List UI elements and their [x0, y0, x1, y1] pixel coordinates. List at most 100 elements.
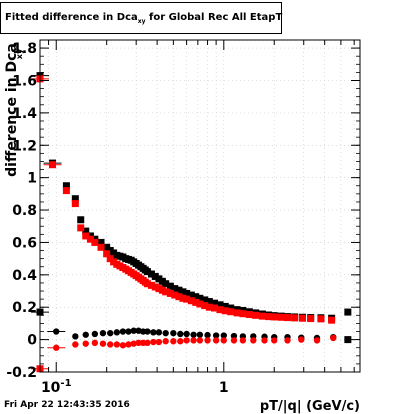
- data-point-square: [71, 195, 79, 203]
- y-tick-label: 1: [27, 171, 37, 187]
- data-point-circle: [177, 330, 184, 338]
- data-point-square: [270, 313, 278, 321]
- x-tick-label: 10-1: [41, 378, 72, 396]
- data-point-square: [216, 301, 224, 309]
- y-tick-label: 0.2: [12, 300, 37, 316]
- data-point-circle: [82, 331, 89, 338]
- data-point-square: [77, 224, 85, 232]
- data-point-square: [221, 307, 229, 315]
- data-point-square: [283, 314, 291, 322]
- data-point-circle: [119, 342, 127, 349]
- data-point-circle: [330, 334, 337, 342]
- data-point-circle: [162, 338, 169, 345]
- data-point-circle: [144, 328, 151, 335]
- data-point-circle: [82, 340, 89, 347]
- data-point-circle: [220, 337, 227, 344]
- data-point-circle: [99, 340, 107, 347]
- data-point-square: [187, 291, 195, 299]
- data-point-circle: [250, 337, 257, 344]
- chart-title-box: Fitted difference in Dcaxy for Global Re…: [0, 2, 282, 34]
- data-point-square: [171, 285, 179, 293]
- data-point-square: [147, 270, 155, 278]
- y-tick-label: 0.4: [12, 268, 37, 284]
- data-point-square: [265, 313, 273, 321]
- data-point-square: [196, 294, 204, 302]
- data-point-square: [62, 182, 70, 190]
- data-point-square: [245, 311, 253, 319]
- data-point-circle: [99, 329, 107, 337]
- data-point-square: [103, 243, 111, 251]
- data-point-square: [216, 306, 224, 314]
- data-point-circle: [170, 329, 177, 337]
- y-tick-label: 0: [27, 333, 37, 349]
- data-point-square: [183, 295, 191, 303]
- data-point-square: [162, 288, 170, 296]
- data-point-circle: [313, 337, 321, 344]
- data-point-square: [252, 311, 260, 319]
- data-point-square: [91, 238, 99, 246]
- y-tick-label: 1.4: [12, 106, 37, 122]
- data-point-square: [86, 235, 94, 243]
- data-point-circle: [183, 330, 190, 338]
- data-point-circle: [212, 337, 220, 344]
- data-point-circle: [113, 329, 121, 336]
- data-point-square: [62, 187, 70, 195]
- data-point-square: [166, 289, 174, 297]
- data-point-square: [162, 280, 170, 288]
- data-point-square: [299, 314, 307, 322]
- data-point-square: [344, 308, 352, 316]
- data-point-circle: [204, 331, 211, 339]
- data-point-square: [77, 216, 85, 224]
- x-tick-label: 1: [219, 380, 229, 396]
- x-axis-label: pT/|q| (GeV/c): [260, 399, 360, 414]
- y-axis-label-subscript: xy: [15, 48, 24, 59]
- data-point-square: [97, 243, 105, 251]
- data-point-circle: [150, 338, 157, 346]
- data-point-circle: [212, 332, 220, 339]
- data-point-square: [291, 314, 299, 322]
- data-point-square: [201, 296, 209, 304]
- data-point-square: [210, 304, 218, 312]
- axes: -0.2 0 0.2 0.4 0.6 0.8 1 1.2 1.4 1.6 1.8 10-1 1: [6, 40, 360, 396]
- data-point-circle: [155, 338, 163, 346]
- data-point-circle: [177, 338, 184, 345]
- data-point-square: [277, 313, 285, 321]
- data-point-square: [175, 293, 183, 301]
- data-point-circle: [91, 330, 99, 338]
- data-point-square: [151, 272, 159, 280]
- data-point-square: [147, 281, 155, 289]
- y-tick-label: 1.2: [12, 138, 37, 154]
- grid-lines: [40, 40, 360, 372]
- data-point-square: [328, 316, 336, 324]
- data-point-square: [183, 289, 191, 297]
- data-point-circle: [155, 329, 163, 336]
- data-point-square: [179, 294, 187, 302]
- data-point-square: [151, 283, 159, 291]
- data-point-square: [227, 304, 235, 312]
- y-tick-label: 0.8: [12, 203, 37, 219]
- data-point-circle: [183, 337, 190, 344]
- data-markers: [31, 72, 352, 373]
- data-point-square: [143, 268, 151, 276]
- data-point-square: [317, 315, 325, 323]
- data-point-square: [82, 227, 90, 235]
- data-point-circle: [271, 337, 278, 344]
- data-point-circle: [162, 329, 169, 337]
- data-point-square: [103, 250, 111, 258]
- data-point-circle: [196, 331, 204, 338]
- data-point-square: [166, 282, 174, 290]
- data-point-square: [239, 310, 247, 318]
- data-point-circle: [130, 340, 137, 347]
- y-tick-label: 1.6: [12, 73, 37, 89]
- data-point-circle: [72, 341, 79, 348]
- data-point-circle: [190, 337, 197, 344]
- data-point-circle: [298, 336, 305, 343]
- data-point-square: [210, 299, 218, 307]
- data-point-circle: [130, 327, 137, 334]
- data-point-circle: [196, 337, 204, 344]
- data-point-square: [307, 315, 315, 323]
- data-point-circle: [239, 337, 247, 344]
- data-point-square: [201, 302, 209, 310]
- data-point-circle: [91, 339, 99, 347]
